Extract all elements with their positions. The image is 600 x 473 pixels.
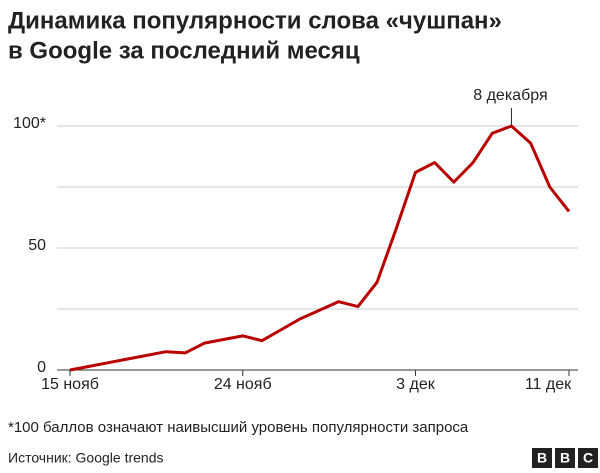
chart-title: Динамика популярности слова «чушпан»	[8, 7, 502, 34]
logo-letter: B	[560, 450, 570, 466]
logo-letter: C	[583, 450, 593, 466]
x-tick-label: 24 нояб	[214, 376, 272, 393]
x-tick-label: 11 дек	[525, 376, 572, 393]
y-tick-label: 100*	[13, 115, 46, 132]
chart-title: в Google за последний месяц	[8, 37, 360, 64]
footnote: *100 баллов означают наивысший уровень п…	[8, 419, 469, 436]
x-tick-label: 15 нояб	[41, 376, 99, 393]
source: Источник: Google trends	[8, 450, 164, 466]
line	[69, 124, 571, 372]
x-tick-label: 3 дек	[396, 376, 436, 393]
logo-box	[555, 448, 575, 468]
annotation: 8 декабря	[473, 87, 547, 104]
y-tick-label: 0	[37, 359, 46, 376]
logo-box	[578, 448, 598, 468]
logo-letter: B	[537, 450, 547, 466]
y-tick-label: 50	[28, 237, 46, 254]
logo-box	[532, 448, 552, 468]
